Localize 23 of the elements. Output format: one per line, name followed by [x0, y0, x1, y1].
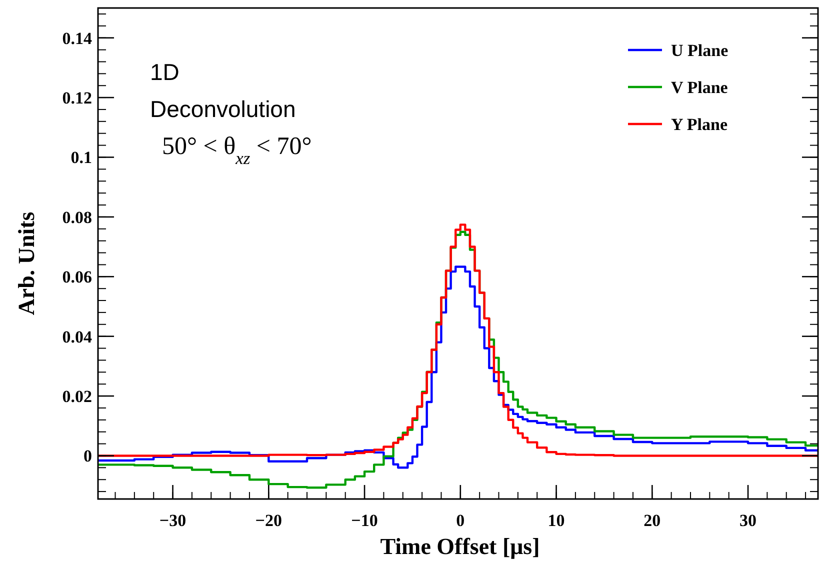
legend-label: U Plane — [671, 41, 729, 60]
y-tick-label: 0.08 — [62, 208, 92, 227]
y-tick-label: 0.1 — [70, 148, 92, 168]
x-tick-label: 0 — [456, 511, 465, 530]
y-tick-label: 0.12 — [62, 88, 92, 108]
legend-label: Y Plane — [671, 115, 728, 134]
y-tick-label: 0.06 — [62, 268, 92, 287]
annotation: Deconvolution — [150, 96, 296, 122]
annotation: 50° < θ$_{xz}$ < 70° — [162, 133, 312, 168]
x-tick-label: 20 — [644, 511, 661, 530]
x-tick-label: −20 — [255, 511, 282, 530]
x-tick-label: −30 — [159, 511, 186, 530]
x-tick-label: 10 — [548, 511, 565, 530]
x-tick-label: −10 — [351, 511, 378, 530]
y-tick-label: 0.02 — [62, 387, 92, 406]
legend-label: V Plane — [671, 78, 728, 97]
y-tick-label: 0.14 — [62, 28, 92, 48]
x-axis-title: Time Offset [μs] — [380, 534, 540, 559]
x-tick-label: 30 — [740, 511, 757, 530]
y-tick-label: 0 — [84, 446, 92, 466]
y-tick-label: 0.04 — [62, 327, 92, 346]
annotation: 1D — [150, 59, 180, 85]
y-axis-title: Arb. Units — [14, 212, 39, 316]
